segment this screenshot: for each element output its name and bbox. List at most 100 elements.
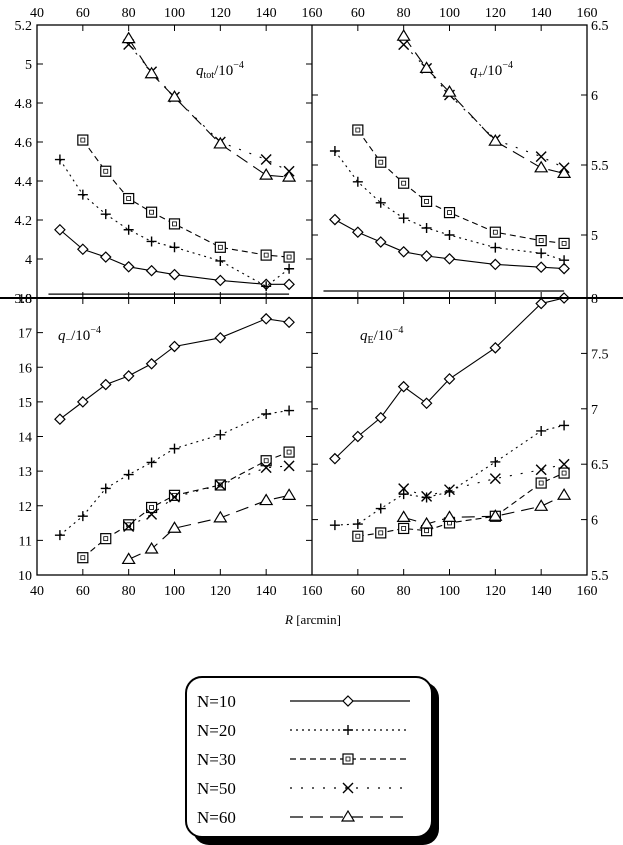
data-point-inner [378, 530, 384, 536]
x-tick-label: 40 [30, 6, 44, 21]
y-tick-label: 17 [18, 327, 32, 342]
data-point [214, 241, 226, 253]
data-point [260, 249, 272, 261]
data-point-outer [398, 177, 410, 189]
data-point [121, 31, 136, 44]
data-point [77, 189, 88, 200]
data-point [351, 430, 364, 443]
data-point-inner [172, 221, 177, 227]
data-point [535, 151, 547, 163]
data-point [398, 522, 410, 535]
data-point [260, 154, 272, 166]
y-tick-label: 4.2 [15, 214, 33, 229]
panel-label-rest: /10 [374, 328, 393, 344]
legend-label: N=10 [197, 692, 236, 711]
y-tick-label: 11 [19, 534, 32, 549]
data-point [444, 230, 455, 240]
series-n60 [121, 488, 297, 565]
data-point [259, 493, 274, 506]
series-n10 [54, 312, 295, 426]
data-point [214, 479, 226, 491]
panel-label-rest: /10 [214, 63, 233, 79]
data-point [329, 452, 341, 465]
series-line [334, 150, 565, 261]
panel-label-exp: −4 [502, 60, 513, 71]
legend-marker [340, 809, 356, 822]
data-point-outer [168, 489, 181, 501]
x-tick-label: 40 [30, 584, 44, 599]
data-point-outer [77, 134, 89, 146]
series-n50 [123, 460, 295, 533]
x-tick-label: 120 [485, 584, 506, 599]
y-tick-label: 5 [25, 58, 32, 73]
data-point [397, 380, 410, 393]
series-line [128, 38, 290, 178]
series-line [357, 472, 565, 537]
legend-label: N=20 [197, 721, 236, 740]
data-point-inner [286, 254, 292, 260]
legend-marker [342, 753, 354, 765]
data-point-outer [535, 477, 547, 489]
x-tick-label: 140 [531, 6, 552, 21]
data-point [489, 258, 502, 271]
data-point [54, 413, 66, 426]
data-point [54, 530, 65, 541]
x-tick-label: 140 [531, 584, 552, 599]
panel-label-sub: + [478, 70, 484, 81]
x-tick-label: 140 [256, 584, 277, 599]
legend-item-n30: N=30 [197, 750, 410, 769]
x-tick-label: 160 [302, 584, 323, 599]
data-point-outer [443, 207, 456, 219]
data-point-outer [489, 226, 501, 238]
legend-marker-outer [342, 753, 354, 765]
data-point [283, 278, 295, 291]
x-tick-label: 60 [76, 584, 90, 599]
data-point [442, 85, 457, 97]
series-line [403, 35, 565, 174]
panel-tl: 40 60 80 100 120 140 160 3.8 4 4.2 4.4 4.6 4.8 5 5.2 qt… [15, 6, 323, 307]
data-point [54, 223, 66, 236]
data-point-outer [375, 156, 387, 168]
data-point [559, 420, 570, 431]
data-point [534, 499, 549, 511]
data-point [535, 261, 548, 274]
data-point [284, 263, 295, 274]
data-point [123, 192, 135, 205]
panel-label-exp: −4 [233, 60, 244, 71]
data-point [167, 89, 182, 102]
x-tick-label: 140 [256, 6, 277, 21]
series-n30 [77, 134, 295, 263]
y-tick-label: 7.5 [591, 347, 609, 362]
data-point-inner [401, 526, 407, 531]
y-tick-label: 6 [591, 89, 598, 104]
y-tick-label: 15 [18, 396, 32, 411]
y-tick-label: 12 [18, 500, 32, 515]
y-tick-label: 10 [18, 569, 32, 584]
y-tick-label: 6.5 [591, 19, 609, 34]
panel-label: qE/10−4 [360, 325, 403, 346]
panel-tr: 60 80 100 120 140 160 5 5.5 6 6.5 q+/10−4 [311, 6, 609, 298]
data-point [535, 464, 547, 476]
data-point [213, 510, 228, 523]
data-point [169, 242, 180, 253]
data-point [121, 552, 136, 565]
series-line [82, 139, 290, 258]
data-point [145, 357, 158, 370]
data-point [398, 489, 409, 500]
data-point-outer [420, 195, 433, 207]
series-n50 [398, 458, 570, 502]
panel-label-var: q [470, 63, 478, 79]
data-point [123, 224, 134, 235]
series-line [82, 451, 290, 559]
data-point [443, 252, 456, 265]
series-n30 [352, 467, 570, 542]
data-point-outer [283, 251, 295, 263]
y-tick-label: 8 [591, 292, 598, 307]
legend-label: N=30 [197, 750, 236, 769]
data-point [122, 260, 135, 273]
series-n30 [352, 124, 570, 249]
series-n60 [396, 29, 572, 178]
x-tick-label: 100 [164, 584, 185, 599]
data-point-inner [103, 536, 109, 542]
panel-label-var: q [360, 328, 368, 344]
